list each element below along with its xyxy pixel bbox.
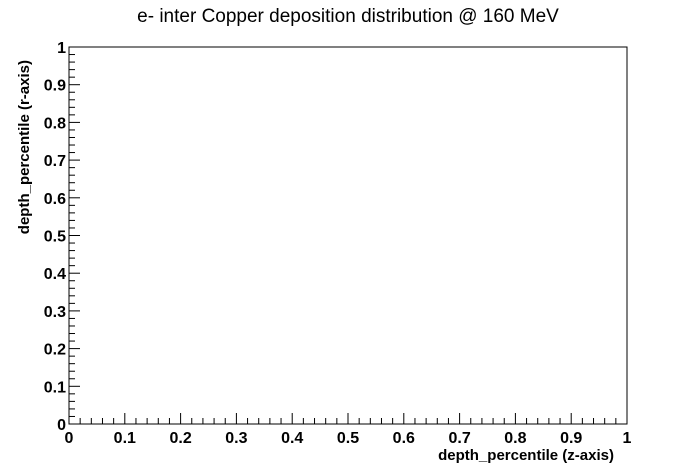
y-axis-ticks xyxy=(69,46,80,425)
y-axis-tick-labels: 0 0.1 0.2 0.3 0.4 0.5 0.6 0.7 0.8 0.9 1 xyxy=(44,40,66,434)
y-tick-label: 0.2 xyxy=(44,342,66,359)
y-axis-title: depth_percentile (r-axis) xyxy=(16,60,33,234)
x-axis-ticks xyxy=(68,413,628,424)
x-tick-label: 0.1 xyxy=(114,430,136,447)
x-tick-label: 0.9 xyxy=(560,430,582,447)
y-tick-label: 0.5 xyxy=(44,229,66,246)
plot-frame xyxy=(68,46,628,425)
x-tick-label: 0.2 xyxy=(169,430,191,447)
x-tick-label: 0.6 xyxy=(393,430,415,447)
chart-title: e- inter Copper deposition distribution … xyxy=(137,6,559,27)
x-tick-label: 0.4 xyxy=(281,430,303,447)
x-tick-label: 0.7 xyxy=(448,430,470,447)
y-tick-label: 0.8 xyxy=(44,115,66,132)
x-tick-label: 0.3 xyxy=(225,430,247,447)
x-tick-label: 0.8 xyxy=(504,430,526,447)
x-tick-label: 0.5 xyxy=(337,430,359,447)
y-tick-label: 1 xyxy=(57,40,66,57)
x-axis-tick-labels: 0 0.1 0.2 0.3 0.4 0.5 0.6 0.7 0.8 0.9 1 xyxy=(65,430,632,447)
y-tick-label: 0 xyxy=(57,417,66,434)
y-tick-label: 0.1 xyxy=(44,379,66,396)
y-tick-label: 0.3 xyxy=(44,304,66,321)
y-tick-label: 0.9 xyxy=(44,78,66,95)
y-tick-label: 0.7 xyxy=(44,153,66,170)
x-tick-label: 0 xyxy=(65,430,74,447)
x-axis-title: depth_percentile (z-axis) xyxy=(438,447,614,464)
y-tick-label: 0.6 xyxy=(44,191,66,208)
x-tick-label: 1 xyxy=(623,430,632,447)
y-tick-label: 0.4 xyxy=(44,266,66,283)
